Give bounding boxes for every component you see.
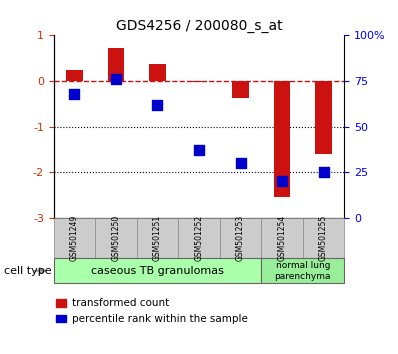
Point — [113, 76, 119, 82]
Bar — [191, 81, 207, 82]
Text: transformed count: transformed count — [72, 298, 169, 308]
Text: GSM501255: GSM501255 — [319, 215, 328, 261]
Text: GSM501249: GSM501249 — [70, 215, 79, 261]
Point — [237, 160, 244, 166]
Text: GSM501250: GSM501250 — [111, 215, 121, 261]
Point — [279, 178, 285, 184]
Title: GDS4256 / 200080_s_at: GDS4256 / 200080_s_at — [116, 19, 282, 33]
Point — [154, 102, 161, 108]
Bar — [274, 81, 290, 197]
Point — [196, 147, 202, 153]
Bar — [149, 64, 166, 81]
Text: percentile rank within the sample: percentile rank within the sample — [72, 314, 248, 324]
Bar — [232, 81, 249, 98]
Text: normal lung
parenchyma: normal lung parenchyma — [275, 261, 331, 280]
Bar — [315, 81, 332, 154]
Bar — [66, 70, 83, 81]
Text: GSM501251: GSM501251 — [153, 215, 162, 261]
Text: caseous TB granulomas: caseous TB granulomas — [91, 266, 224, 276]
Bar — [108, 48, 124, 81]
Text: GSM501254: GSM501254 — [277, 215, 287, 261]
Point — [320, 169, 327, 175]
Text: cell type: cell type — [4, 266, 52, 276]
Text: GSM501253: GSM501253 — [236, 215, 245, 261]
Text: GSM501252: GSM501252 — [195, 215, 203, 261]
Point — [71, 91, 78, 97]
